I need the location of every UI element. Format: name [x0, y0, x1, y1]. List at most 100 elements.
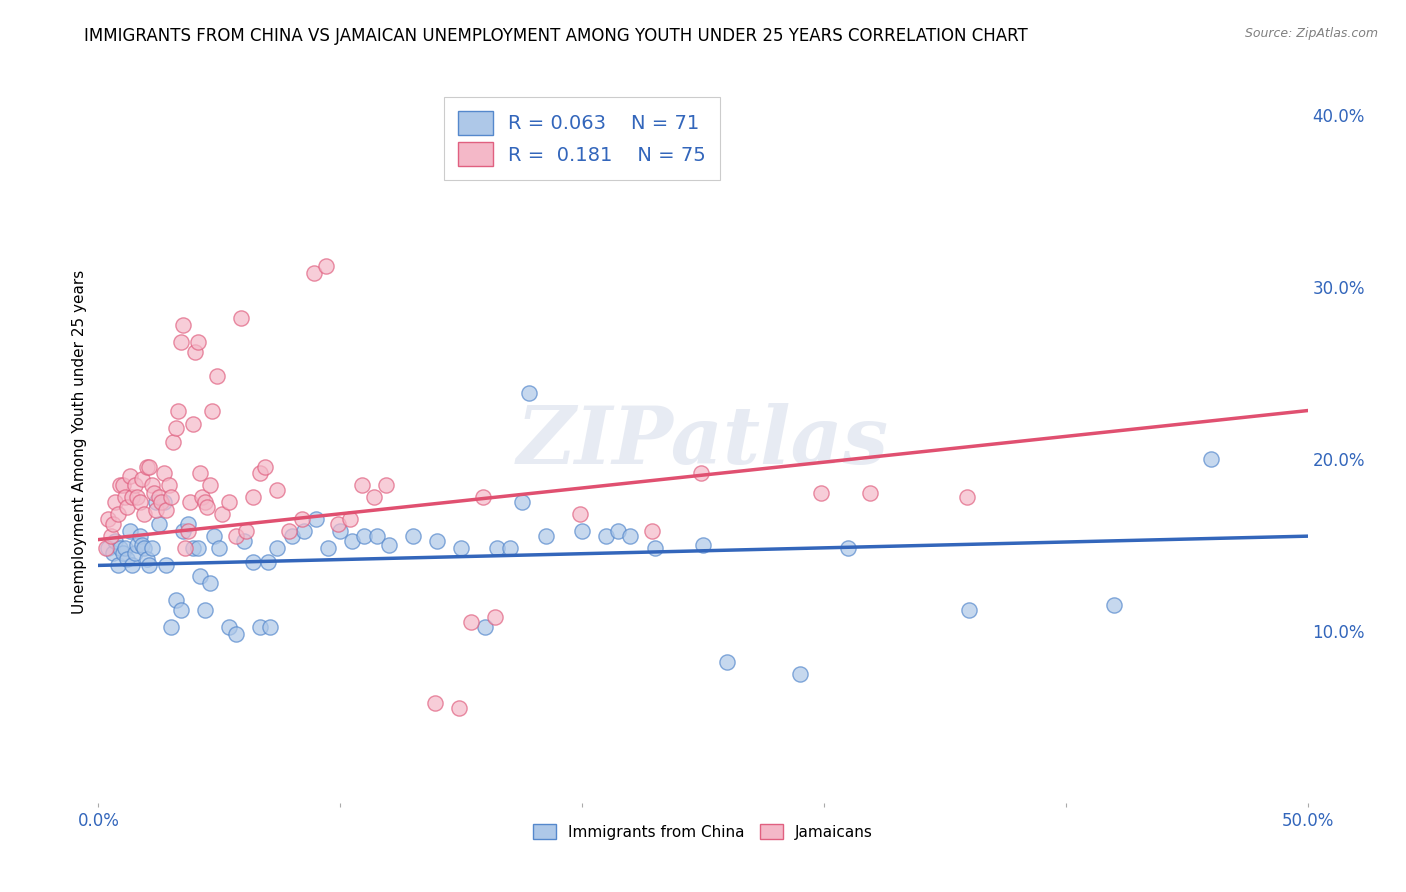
Point — [281, 529, 304, 543]
Point — [152, 466, 174, 480]
Point — [471, 490, 494, 504]
Point — [118, 524, 141, 538]
Point — [957, 603, 980, 617]
Point — [181, 541, 204, 556]
Point — [194, 603, 217, 617]
Point — [138, 460, 160, 475]
Point — [127, 490, 149, 504]
Point — [97, 541, 120, 556]
Point — [423, 696, 446, 710]
Point — [97, 512, 120, 526]
Point — [716, 655, 738, 669]
Point — [225, 529, 247, 543]
Point — [100, 529, 122, 543]
Point — [155, 503, 177, 517]
Point — [169, 603, 191, 617]
Text: ZIPatlas: ZIPatlas — [517, 403, 889, 480]
Point — [104, 494, 127, 508]
Point — [266, 541, 288, 556]
Point — [184, 345, 207, 359]
Point — [191, 490, 214, 504]
Point — [242, 555, 264, 569]
Point — [145, 503, 167, 517]
Point — [162, 434, 184, 449]
Point — [177, 524, 200, 538]
Point — [104, 534, 127, 549]
Point — [450, 541, 472, 556]
Point — [157, 477, 180, 491]
Point — [148, 517, 170, 532]
Point — [179, 494, 201, 508]
Point — [188, 466, 211, 480]
Legend: Immigrants from China, Jamaicans: Immigrants from China, Jamaicans — [527, 818, 879, 846]
Point — [484, 610, 506, 624]
Point — [135, 551, 157, 566]
Point — [134, 541, 156, 556]
Point — [101, 517, 124, 532]
Point — [292, 524, 315, 538]
Point — [187, 541, 209, 556]
Point — [177, 517, 200, 532]
Point — [329, 524, 352, 538]
Point — [955, 490, 977, 504]
Point — [486, 541, 509, 556]
Point — [169, 334, 191, 349]
Point — [402, 529, 425, 543]
Point — [211, 507, 233, 521]
Point — [315, 259, 337, 273]
Point — [160, 490, 183, 504]
Point — [135, 460, 157, 475]
Point — [837, 541, 859, 556]
Point — [789, 666, 811, 681]
Point — [107, 507, 129, 521]
Point — [235, 524, 257, 538]
Point — [326, 517, 349, 532]
Point — [134, 507, 156, 521]
Point — [108, 477, 131, 491]
Point — [128, 494, 150, 508]
Point — [278, 524, 301, 538]
Point — [305, 512, 328, 526]
Point — [141, 541, 163, 556]
Point — [254, 460, 277, 475]
Point — [155, 558, 177, 573]
Point — [124, 546, 146, 560]
Point — [108, 541, 131, 556]
Point — [167, 403, 190, 417]
Point — [188, 568, 211, 582]
Point — [498, 541, 520, 556]
Point — [375, 477, 398, 491]
Point — [266, 483, 288, 497]
Point — [117, 551, 139, 566]
Point — [194, 494, 217, 508]
Point — [342, 534, 364, 549]
Point — [290, 512, 312, 526]
Point — [447, 701, 470, 715]
Point — [127, 538, 149, 552]
Point — [150, 494, 173, 508]
Point — [810, 486, 832, 500]
Point — [1102, 598, 1125, 612]
Point — [124, 477, 146, 491]
Point — [172, 524, 194, 538]
Point — [121, 490, 143, 504]
Text: Source: ZipAtlas.com: Source: ZipAtlas.com — [1244, 27, 1378, 40]
Point — [571, 524, 593, 538]
Point — [131, 472, 153, 486]
Point — [619, 529, 641, 543]
Point — [225, 627, 247, 641]
Text: IMMIGRANTS FROM CHINA VS JAMAICAN UNEMPLOYMENT AMONG YOUTH UNDER 25 YEARS CORREL: IMMIGRANTS FROM CHINA VS JAMAICAN UNEMPL… — [84, 27, 1028, 45]
Y-axis label: Unemployment Among Youth under 25 years: Unemployment Among Youth under 25 years — [72, 269, 87, 614]
Point — [187, 334, 209, 349]
Point — [114, 541, 136, 556]
Point — [107, 558, 129, 573]
Point — [249, 466, 271, 480]
Point — [101, 546, 124, 560]
Point — [510, 494, 533, 508]
Point — [232, 534, 254, 549]
Point — [534, 529, 557, 543]
Point — [229, 310, 252, 325]
Point — [302, 266, 325, 280]
Point — [118, 469, 141, 483]
Point — [350, 477, 373, 491]
